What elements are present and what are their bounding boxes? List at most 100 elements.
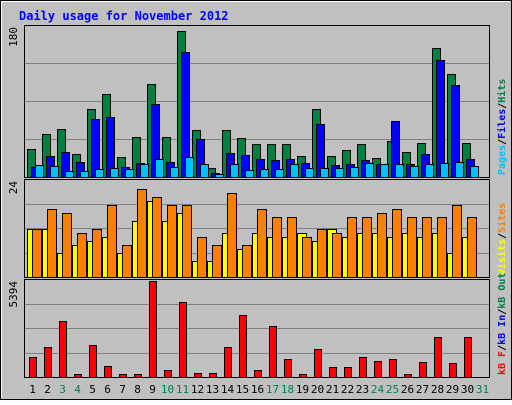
- bar-kb-f: [359, 357, 367, 378]
- day-label: 1: [29, 383, 36, 396]
- bar-kb-f: [74, 374, 82, 378]
- day-label: 13: [206, 383, 219, 396]
- bar-pages: [200, 164, 209, 178]
- bar-sites: [287, 217, 297, 278]
- bar-kb-f: [239, 315, 247, 378]
- bar-sites: [77, 233, 87, 278]
- bar-pages: [365, 163, 374, 178]
- bar-pages: [185, 157, 194, 178]
- series-kb-f: [29, 281, 472, 378]
- bar-sites: [437, 217, 447, 278]
- legend: Pages/Files/Hits: [496, 79, 508, 175]
- day-label: 23: [356, 383, 369, 396]
- day-label: 10: [161, 383, 174, 396]
- bar-sites: [317, 229, 327, 278]
- bar-pages: [260, 169, 269, 178]
- bar-pages: [290, 164, 299, 178]
- bar-sites: [197, 237, 207, 278]
- bar-sites: [422, 217, 432, 278]
- bar-pages: [230, 164, 239, 178]
- day-label: 8: [134, 383, 141, 396]
- bar-sites: [347, 217, 357, 278]
- bar-pages: [455, 162, 464, 178]
- y-axis-max-label: 5394: [7, 281, 20, 308]
- bar-kb-f: [134, 374, 142, 378]
- bar-pages: [170, 167, 179, 178]
- day-label: 7: [119, 383, 126, 396]
- bar-pages: [440, 163, 449, 178]
- day-label: 18: [281, 383, 294, 396]
- day-label: 20: [311, 383, 324, 396]
- legend-item: Sites: [496, 203, 508, 233]
- bar-pages: [425, 164, 434, 178]
- bar-kb-f: [344, 367, 352, 378]
- legend-item: kB Out: [497, 273, 508, 309]
- bar-sites: [362, 217, 372, 278]
- bar-kb-f: [434, 337, 442, 378]
- legend-separator: /: [497, 233, 508, 239]
- day-label: 19: [296, 383, 309, 396]
- bar-kb-f: [119, 374, 127, 378]
- series-sites: [32, 189, 477, 278]
- day-label: 6: [104, 383, 111, 396]
- bar-kb-f: [389, 359, 397, 378]
- day-label: 15: [236, 383, 249, 396]
- day-label: 21: [326, 383, 339, 396]
- day-label: 16: [251, 383, 264, 396]
- bar-files: [91, 119, 100, 178]
- day-label: 26: [401, 383, 414, 396]
- legend-separator: /: [497, 345, 508, 351]
- legend-separator: /: [497, 139, 508, 145]
- bar-pages: [110, 168, 119, 178]
- day-label: 17: [266, 383, 279, 396]
- bar-kb-f: [179, 302, 187, 378]
- bar-sites: [182, 205, 192, 278]
- bar-kb-f: [29, 357, 37, 378]
- day-label: 24: [371, 383, 385, 396]
- series-pages: [35, 157, 479, 178]
- day-label: 27: [416, 383, 429, 396]
- bar-pages: [470, 166, 479, 178]
- chart-panels: 180Pages/Files/Hits24Visits/Sites5394kB …: [7, 25, 508, 378]
- bar-sites: [32, 229, 42, 278]
- bar-pages: [395, 164, 404, 178]
- y-axis-max-label: 24: [7, 181, 20, 195]
- bar-sites: [452, 205, 462, 278]
- bar-kb-f: [164, 370, 172, 378]
- bar-sites: [272, 217, 282, 278]
- bar-sites: [122, 245, 132, 278]
- bar-kb-f: [224, 347, 232, 378]
- day-label: 14: [221, 383, 235, 396]
- bar-kb-f: [329, 367, 337, 378]
- visits-sites-panel: 24 Visits/Sites: [7, 179, 508, 278]
- bar-pages: [320, 168, 329, 178]
- day-label: 30: [461, 383, 474, 396]
- bar-kb-f: [44, 347, 52, 378]
- bar-kb-f: [449, 363, 457, 378]
- day-label: 31: [476, 383, 489, 396]
- day-label: 3: [59, 383, 66, 396]
- y-axis-max-label: 180: [7, 27, 20, 47]
- bar-pages: [80, 171, 89, 178]
- bar-kb-f: [314, 349, 322, 378]
- bar-sites: [107, 205, 117, 278]
- legend-item: Visits: [496, 239, 508, 275]
- bar-sites: [212, 245, 222, 278]
- bar-sites: [407, 217, 417, 278]
- bar-kb-f: [284, 359, 292, 378]
- bar-pages: [50, 166, 59, 178]
- bar-pages: [155, 159, 164, 178]
- bar-sites: [257, 209, 267, 278]
- bar-pages: [215, 174, 224, 178]
- bar-kb-f: [299, 374, 307, 378]
- bar-kb-f: [419, 362, 427, 378]
- bar-kb-f: [374, 361, 382, 378]
- chart-title: Daily usage for November 2012: [19, 9, 229, 23]
- day-label: 28: [431, 383, 444, 396]
- bar-pages: [125, 169, 134, 178]
- bar-pages: [275, 169, 284, 178]
- day-label: 12: [191, 383, 204, 396]
